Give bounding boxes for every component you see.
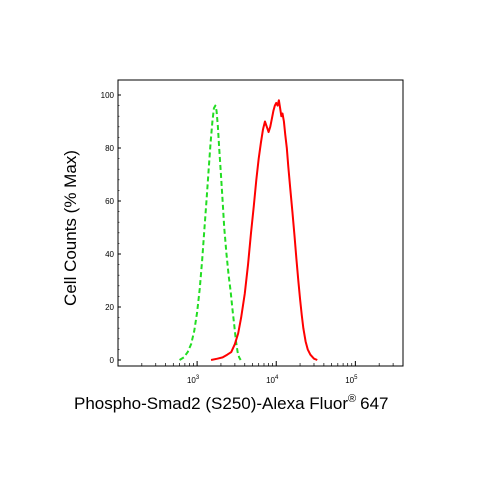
y-axis-ticks: 0 20 40 60 80 100 [101,91,121,365]
stained-histogram-line [210,99,318,361]
y-tick-label: 0 [110,356,115,365]
y-tick-label: 80 [105,144,114,153]
x-axis-title-sup: ® [348,393,356,405]
x-axis-title-tail: 647 [360,394,388,413]
series-layer [179,99,318,361]
y-tick-label: 60 [105,197,114,206]
y-tick-label: 40 [105,250,114,259]
control-histogram-line [179,104,242,361]
plot-frame [117,79,404,367]
x-tick-label: 104 [266,375,279,385]
y-axis-title: Cell Counts (% Max) [61,150,80,306]
x-tick-label: 103 [187,375,200,385]
x-tick-label: 105 [345,375,358,385]
y-tick-label: 100 [101,91,115,100]
x-axis-ticks: 103 104 105 [117,361,404,385]
x-axis-title: Phospho-Smad2 (S250)-Alexa Fluor® 647 [74,393,389,413]
x-axis-title-main: Phospho-Smad2 (S250)-Alexa Fluor [74,394,348,413]
y-tick-label: 20 [105,303,114,312]
